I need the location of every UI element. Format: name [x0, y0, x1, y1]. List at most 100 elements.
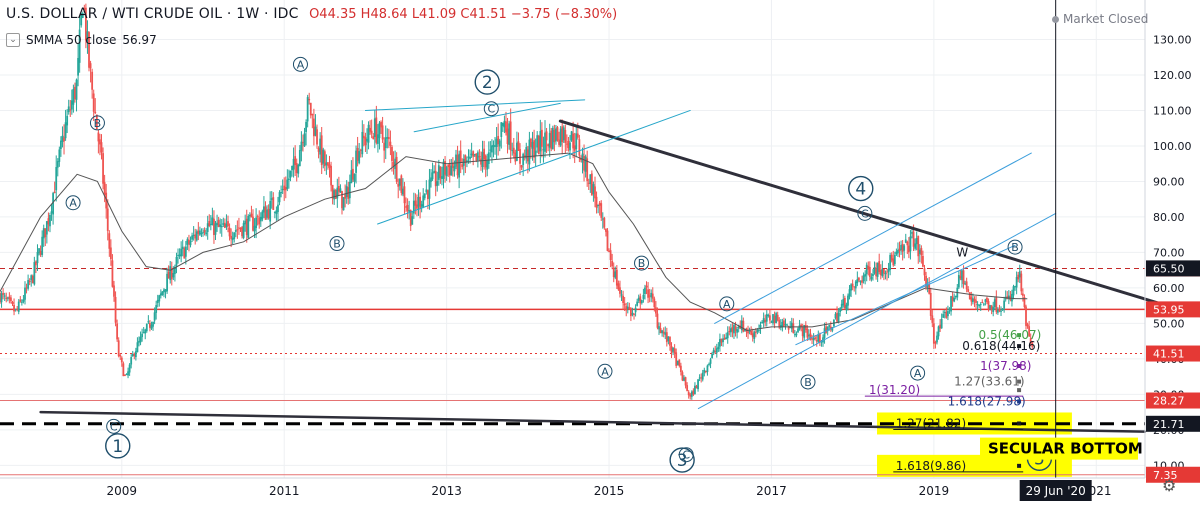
candle-body: [684, 377, 687, 386]
candle-body: [600, 203, 603, 218]
candle-body: [88, 32, 90, 68]
candle-body: [893, 254, 896, 265]
candle-body: [917, 235, 920, 257]
candle-body: [703, 369, 706, 373]
candle-body: [302, 142, 304, 144]
candle-body: [292, 158, 295, 170]
candle-body: [822, 337, 824, 343]
candle-body: [601, 218, 604, 220]
candle-body: [522, 153, 525, 166]
wave-label: B: [638, 257, 646, 270]
candle-body: [915, 237, 918, 245]
candle-body: [431, 172, 434, 180]
candle-body: [197, 230, 200, 234]
candle-body: [698, 377, 701, 379]
candle-body: [445, 167, 448, 177]
fib-marker: [1017, 388, 1022, 393]
time-tick-label: 2015: [594, 484, 625, 498]
candle-body: [411, 216, 414, 225]
candle-body: [345, 186, 348, 198]
candle-body: [408, 210, 411, 212]
high-value: H48.64: [360, 7, 408, 22]
candle-body: [394, 158, 396, 170]
candle-body: [954, 295, 957, 298]
candle-body: [608, 250, 610, 253]
candle-body: [316, 129, 318, 145]
candle-body: [776, 314, 779, 321]
candle-body: [658, 326, 660, 330]
candle-body: [758, 329, 760, 331]
candle-body: [99, 139, 101, 145]
candle-body: [679, 365, 682, 372]
candle-body: [239, 227, 242, 230]
candle-body: [628, 307, 631, 309]
candle-body: [978, 304, 981, 307]
candle-body: [578, 139, 581, 156]
candle-body: [825, 326, 828, 333]
candle-body: [352, 168, 354, 180]
candle-body: [786, 324, 788, 326]
candle-body: [145, 323, 148, 332]
candle-body: [83, 8, 86, 10]
candle-body: [86, 31, 89, 42]
smma-line: [0, 152, 1028, 332]
candle-body: [117, 340, 120, 357]
candle-body: [836, 312, 838, 322]
candle-body: [205, 232, 208, 235]
candles: [0, 3, 1034, 400]
candle-body: [42, 228, 45, 239]
candle-body: [426, 190, 429, 200]
candle-body: [483, 148, 486, 160]
candle-body: [300, 141, 303, 151]
candle-body: [377, 134, 379, 144]
fib-marker: [1017, 333, 1022, 338]
candle-body: [367, 124, 370, 143]
candle-body: [166, 273, 168, 292]
candle-body: [612, 267, 615, 277]
candle-body: [467, 156, 470, 158]
price-tick-label: 120.00: [1153, 69, 1192, 82]
chevron-down-icon[interactable]: ⌄: [6, 33, 20, 47]
candle-body: [127, 371, 129, 376]
candle-body: [996, 310, 999, 313]
candle-body: [756, 330, 759, 333]
candle-body: [842, 299, 845, 306]
gear-icon[interactable]: ⚙: [1162, 476, 1177, 495]
candle-body: [926, 284, 929, 287]
w-label: W: [956, 245, 968, 259]
price-label-bg: [1146, 301, 1200, 318]
candle-body: [675, 352, 678, 366]
candle-body: [580, 158, 582, 161]
candle-body: [113, 285, 115, 297]
candle-body: [1000, 310, 1002, 312]
candle-body: [350, 170, 353, 184]
candle-body: [325, 162, 328, 166]
candle-body: [687, 391, 690, 396]
candle-body: [551, 127, 554, 150]
candle-body: [447, 165, 450, 168]
wave-label: A: [723, 298, 731, 311]
candle-body: [451, 162, 454, 168]
candle-body: [308, 99, 311, 101]
candle-body: [366, 138, 368, 142]
candle-body: [372, 136, 375, 139]
wave-circle: [106, 418, 122, 434]
candle-body: [253, 225, 256, 232]
candle-body: [937, 326, 940, 337]
candle-body: [690, 391, 693, 397]
candle-body: [864, 274, 867, 277]
candle-body: [631, 313, 634, 315]
candle-body: [701, 372, 704, 380]
candle-body: [590, 173, 593, 196]
indicator-legend: ⌄ SMMA 50 close 56.97: [6, 33, 157, 47]
candle-body: [689, 394, 692, 397]
candle-body: [967, 289, 970, 292]
candle-body: [714, 350, 717, 352]
candle-body: [250, 213, 253, 218]
candle-body: [729, 328, 732, 333]
candle-body: [458, 153, 461, 178]
candle-body: [975, 300, 977, 303]
candle-body: [1025, 306, 1027, 326]
